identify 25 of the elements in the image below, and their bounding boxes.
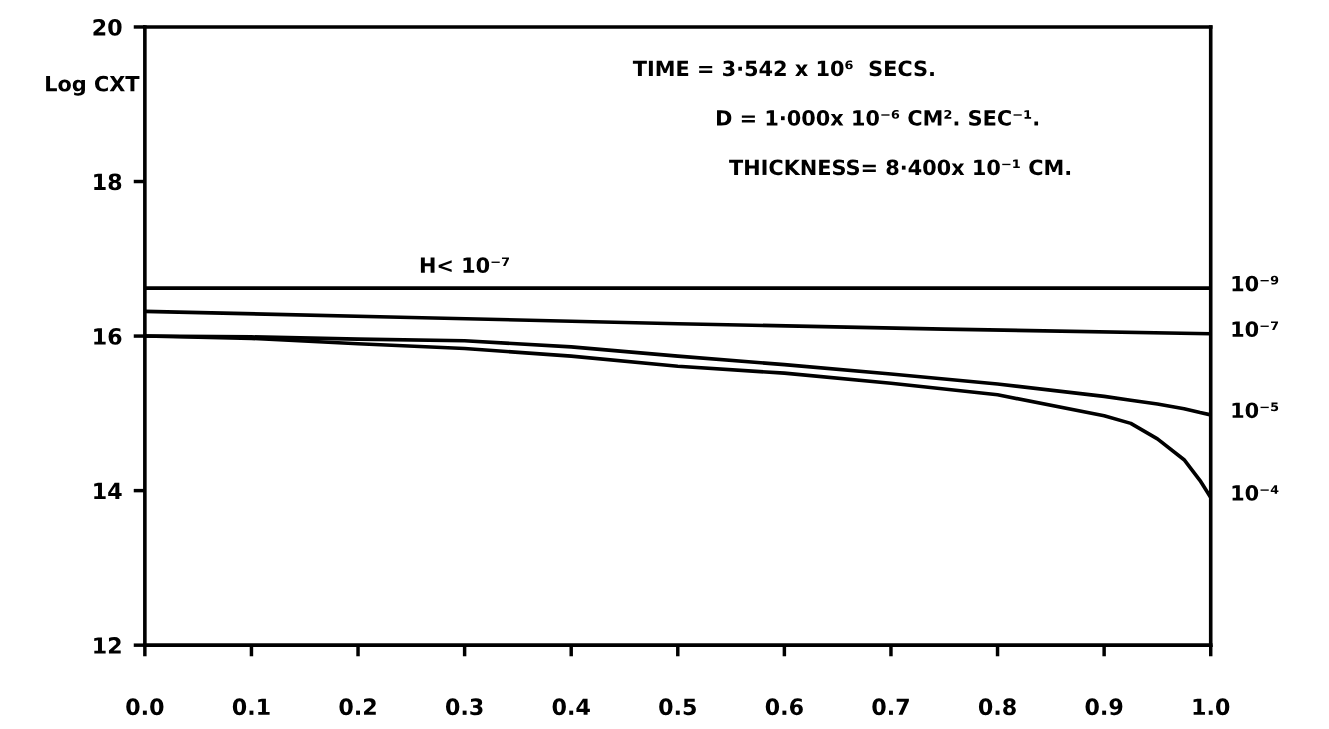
- y-tick-label: 20: [93, 18, 122, 36]
- annotation: TIME = 3·542 x 10⁶ SECS.: [632, 60, 934, 77]
- y-tick-label: 16: [94, 328, 122, 345]
- annotation: H< 10⁻⁷: [420, 257, 510, 274]
- series-label: 10⁻⁵: [1232, 402, 1279, 419]
- y-axis-title: Log CXT: [46, 75, 140, 96]
- x-tick-label: 0.0: [126, 698, 164, 716]
- x-tick-label: 0.6: [765, 698, 803, 716]
- series-label: 10⁻⁴: [1232, 485, 1279, 501]
- annotation: THICKNESS= 8·400x 10⁻¹ CM.: [729, 159, 1071, 176]
- x-tick-label: 0.5: [659, 698, 696, 716]
- y-tick-label: 18: [94, 173, 122, 191]
- x-tick-label: 0.7: [872, 698, 909, 716]
- x-tick-label: 0.2: [339, 698, 376, 716]
- x-tick-label: 0.8: [978, 698, 1016, 716]
- x-tick-label: 1.0: [1193, 698, 1230, 716]
- series-label: 10⁻⁷: [1232, 321, 1279, 338]
- annotation: D = 1·000x 10⁻⁶ CM². SEC⁻¹.: [717, 109, 1039, 126]
- x-tick-label: 0.4: [552, 698, 590, 716]
- x-tick-label: 0.9: [1085, 698, 1123, 716]
- x-tick-label: 0.3: [446, 698, 483, 716]
- x-tick-label: 0.1: [232, 698, 270, 716]
- y-tick-label: 12: [94, 637, 121, 654]
- y-tick-label: 14: [94, 482, 122, 500]
- series-label: 10⁻⁹: [1232, 275, 1279, 292]
